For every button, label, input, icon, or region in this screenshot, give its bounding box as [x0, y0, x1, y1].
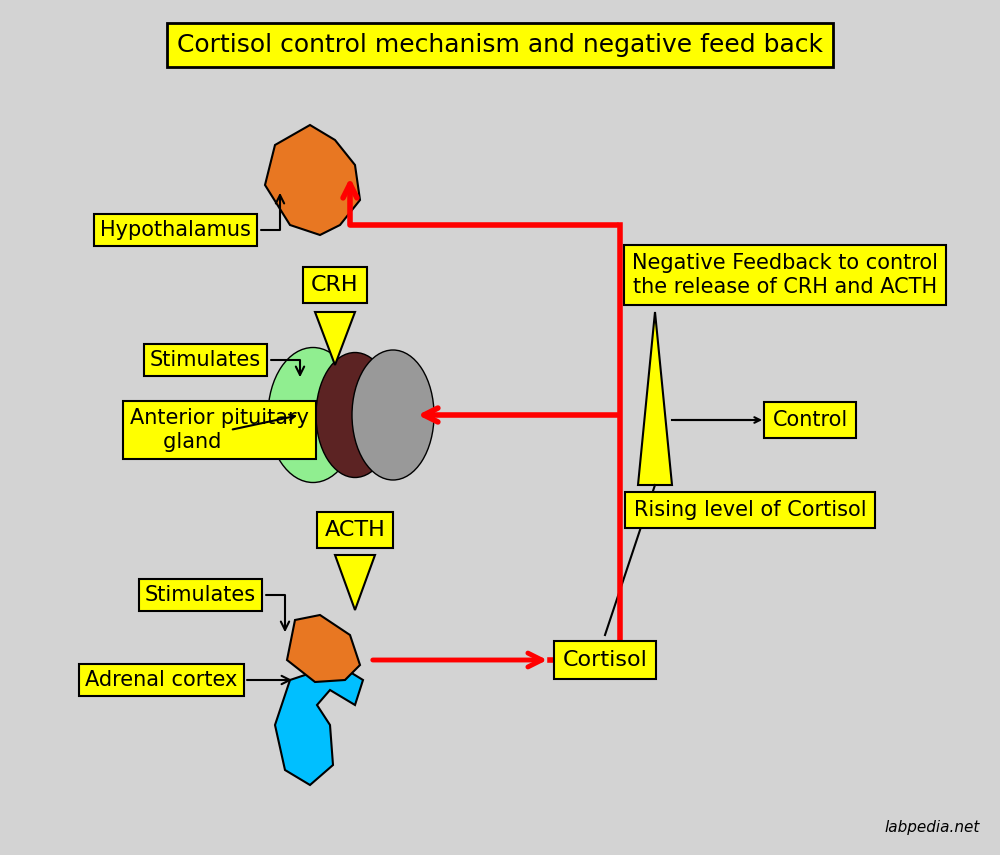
- Text: labpedia.net: labpedia.net: [885, 820, 980, 835]
- Text: ACTH: ACTH: [325, 520, 385, 540]
- Polygon shape: [265, 125, 360, 235]
- Text: Stimulates: Stimulates: [150, 350, 304, 374]
- Ellipse shape: [316, 352, 394, 477]
- Text: Anterior pituitary
     gland: Anterior pituitary gland: [130, 409, 309, 451]
- Polygon shape: [315, 312, 355, 365]
- Text: Cortisol: Cortisol: [563, 650, 647, 670]
- Text: Negative Feedback to control
the release of CRH and ACTH: Negative Feedback to control the release…: [632, 253, 938, 297]
- Text: Hypothalamus: Hypothalamus: [100, 195, 284, 240]
- Polygon shape: [287, 615, 360, 682]
- Text: Control: Control: [772, 410, 848, 430]
- Ellipse shape: [268, 347, 358, 482]
- Text: CRH: CRH: [311, 275, 359, 295]
- Text: Adrenal cortex: Adrenal cortex: [85, 670, 290, 690]
- Text: Stimulates: Stimulates: [145, 585, 289, 630]
- Text: Rising level of Cortisol: Rising level of Cortisol: [634, 500, 866, 520]
- Polygon shape: [275, 670, 363, 785]
- Text: Cortisol control mechanism and negative feed back: Cortisol control mechanism and negative …: [177, 33, 823, 57]
- Polygon shape: [335, 555, 375, 610]
- Ellipse shape: [352, 350, 434, 480]
- Polygon shape: [638, 312, 672, 485]
